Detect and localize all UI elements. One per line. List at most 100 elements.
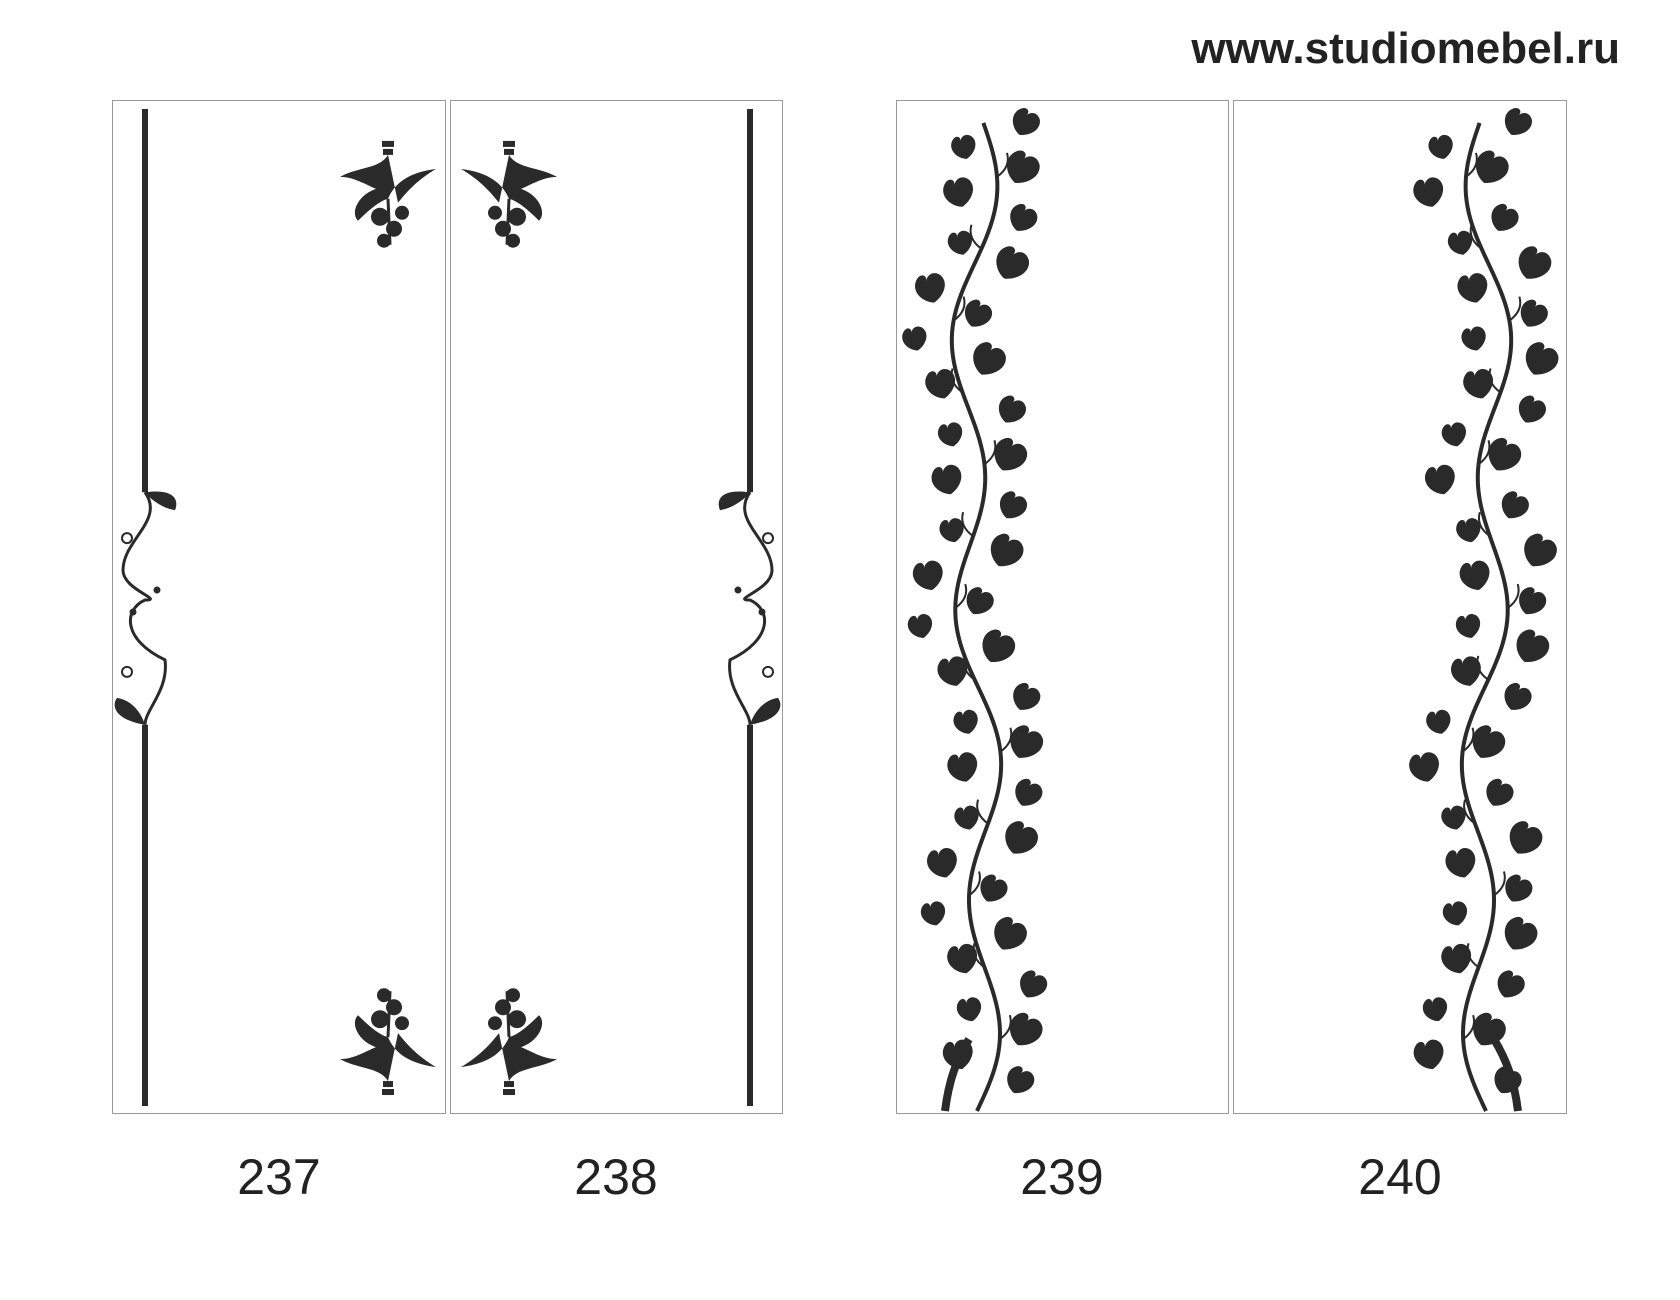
flower-cluster-icon — [461, 140, 557, 248]
leaf-icon — [973, 342, 1006, 375]
vertical-rod — [142, 108, 148, 493]
leaf-icon — [1441, 805, 1466, 830]
leaf-icon — [1520, 299, 1548, 327]
leaf-icon — [1409, 752, 1439, 782]
leaf-icon — [925, 369, 956, 399]
panel-237[interactable] — [112, 100, 446, 1114]
vine-stem — [1459, 122, 1514, 1112]
panel-number-240: 240 — [1358, 1149, 1442, 1205]
leaf-icon — [1525, 342, 1559, 375]
leaf-icon — [939, 518, 964, 543]
leaf-icon — [947, 230, 973, 255]
leaf-icon — [996, 246, 1029, 279]
vertical-rod — [747, 724, 753, 1107]
scroll-ornament — [728, 491, 774, 725]
leaf-icon — [1472, 725, 1506, 758]
leaf-icon — [902, 326, 927, 351]
leaf-icon — [1518, 395, 1546, 423]
leaf-icon — [1422, 997, 1448, 1022]
leaf-icon — [1441, 943, 1472, 974]
panel-238[interactable] — [450, 100, 783, 1114]
leaf-icon — [1461, 326, 1486, 351]
leaf-icon — [1010, 203, 1038, 231]
leaf-icon — [1455, 614, 1481, 638]
leaf-icon — [1456, 518, 1481, 543]
leaf-icon — [915, 273, 945, 303]
panel-number-238: 238 — [574, 1149, 658, 1205]
leaf-icon — [1516, 629, 1550, 662]
panel-number-237: 237 — [237, 1149, 321, 1205]
panel-240[interactable] — [1233, 100, 1567, 1114]
leaf-icon — [1013, 682, 1041, 710]
leaf-icon — [994, 437, 1028, 471]
leaf-icon — [1007, 1066, 1035, 1094]
leaf-icon — [1501, 491, 1529, 519]
website-url: www.studiomebel.ru — [1191, 24, 1620, 73]
leaf-icon — [937, 422, 963, 447]
leaf-icon — [907, 614, 933, 638]
leaf-icon — [1497, 970, 1525, 998]
leaf-icon — [927, 848, 957, 878]
leaf-icon — [966, 587, 994, 615]
leaf-icon — [1005, 821, 1038, 854]
leaf-icon — [1426, 709, 1451, 734]
leaf-icon — [1009, 1012, 1043, 1046]
vine-stem — [949, 122, 1004, 1112]
leaf-icon — [920, 901, 946, 926]
panel-number-239: 239 — [1020, 1149, 1104, 1205]
leaf-icon — [1488, 437, 1522, 471]
leaf-icon — [1441, 422, 1466, 447]
leaf-icon — [943, 177, 973, 207]
leaf-icon — [964, 299, 993, 327]
leaf-icon — [1524, 533, 1557, 567]
vertical-rod — [747, 108, 753, 493]
leaf-icon — [1007, 150, 1040, 183]
flower-cluster-icon — [461, 988, 557, 1096]
leaf-icon — [951, 134, 976, 159]
leaf-icon — [980, 874, 1008, 902]
scroll-ornament — [121, 491, 167, 725]
leaf-icon — [1509, 821, 1543, 854]
leaf-icon — [1015, 778, 1043, 806]
leaf-icon — [1494, 1066, 1522, 1094]
leaf-icon — [1457, 273, 1488, 303]
leaf-icon — [954, 805, 979, 830]
leaf-icon — [1428, 134, 1453, 159]
leaf-icon — [1486, 778, 1514, 806]
leaf-icon — [1010, 725, 1044, 758]
leaf-icon — [937, 656, 968, 686]
leaf-icon — [1476, 150, 1509, 183]
panel-239[interactable] — [896, 100, 1229, 1114]
leaf-icon — [1459, 560, 1490, 591]
leaf-icon — [1518, 246, 1552, 279]
leaf-icon — [1413, 177, 1444, 207]
vertical-rod — [142, 724, 148, 1107]
leaf-icon — [1447, 230, 1473, 255]
flower-cluster-icon — [340, 988, 436, 1096]
leaf-icon — [1451, 656, 1481, 686]
leaf-icon — [1504, 108, 1532, 136]
leaf-icon — [1504, 916, 1538, 950]
leaf-icon — [956, 997, 982, 1022]
leaf-icon — [1442, 901, 1468, 926]
leaf-icon — [942, 1039, 973, 1070]
leaf-icon — [1519, 587, 1547, 615]
leaf-icon — [1504, 682, 1532, 710]
leaf-icon — [1020, 970, 1048, 998]
leaf-icon — [1445, 848, 1476, 878]
leaf-icon — [1012, 108, 1040, 136]
leaf-icon — [931, 464, 962, 495]
leaf-icon — [1424, 464, 1455, 495]
leaf-icon — [1473, 1012, 1506, 1046]
leaf-icon — [912, 560, 943, 591]
leaf-icon — [990, 533, 1024, 567]
leaf-icon — [1413, 1039, 1444, 1070]
leaf-icon — [1505, 874, 1533, 902]
leaf-icon — [1463, 369, 1493, 399]
flower-cluster-icon — [340, 140, 436, 248]
leaf-icon — [999, 491, 1027, 519]
leaf-icon — [982, 629, 1016, 662]
leaf-icon — [947, 943, 977, 974]
leaf-icon — [947, 752, 978, 782]
leaf-icon — [1491, 203, 1519, 231]
